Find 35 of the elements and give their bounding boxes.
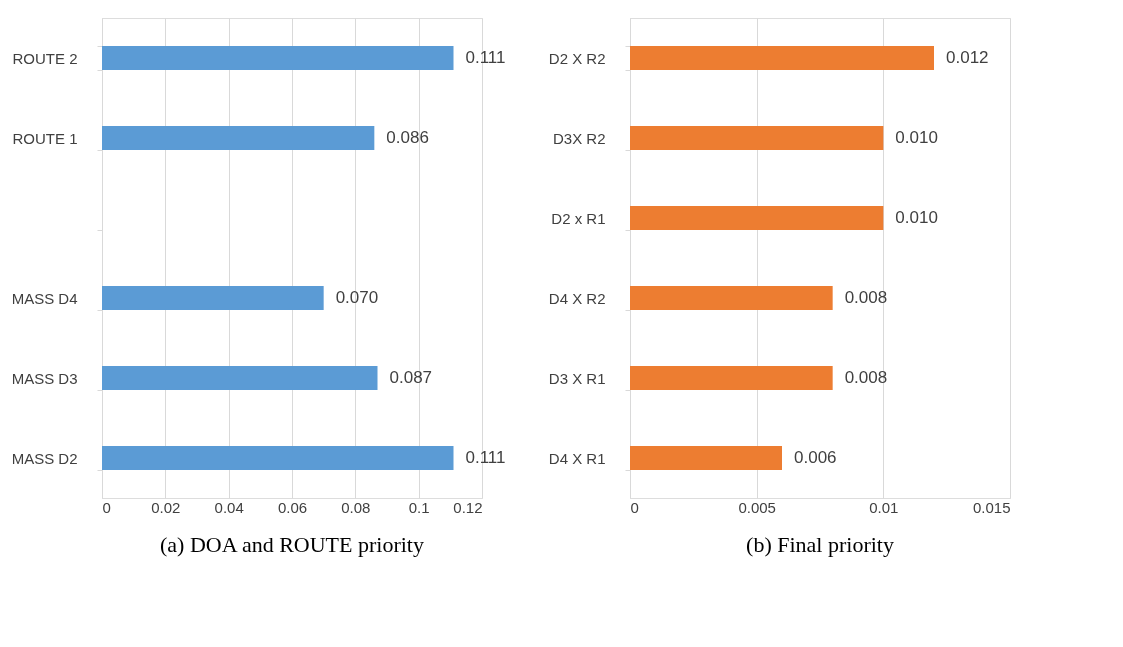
y-tick-label: D3 X R1 <box>548 369 606 387</box>
y-tick-label: ROUTE 1 <box>12 129 78 147</box>
y-tick-label: D2 X R2 <box>548 49 606 67</box>
x-tick-label: 0.015 <box>972 498 1011 516</box>
x-tick-label: 0.1 <box>408 498 430 516</box>
text: (b) Final priority <box>746 532 894 557</box>
data-label: 0.111 <box>465 448 506 467</box>
data-label: 0.012 <box>946 48 989 67</box>
y-tick-label: D2 x R1 <box>551 209 606 227</box>
x-tick-label: 0.12 <box>453 498 483 516</box>
data-label: 0.111 <box>465 48 506 67</box>
data-label: 0.086 <box>386 128 429 147</box>
data-label: 0.008 <box>844 288 888 307</box>
data-label: 0.006 <box>794 448 837 467</box>
data-label: 0.070 <box>335 288 379 307</box>
x-tick-label: 0.02 <box>151 498 181 516</box>
data-label: 0.010 <box>895 128 938 147</box>
data-label: 0.008 <box>844 368 888 387</box>
y-tick-label: MASS D2 <box>11 449 78 467</box>
data-label: 0.010 <box>895 208 938 227</box>
y-tick-label: MASS D3 <box>11 369 78 387</box>
x-tick-label: 0 <box>630 498 639 516</box>
y-tick-label: MASS D4 <box>11 289 78 307</box>
y-tick-label: D4 X R2 <box>548 289 606 307</box>
x-tick-label: 0 <box>102 498 111 516</box>
x-tick-label: 0.01 <box>869 498 899 516</box>
data-label: 0.087 <box>389 368 433 387</box>
text: (a) DOA and ROUTE priority <box>160 532 424 557</box>
y-tick-label: D4 X R1 <box>548 449 606 467</box>
x-tick-label: 0.06 <box>277 498 308 516</box>
y-tick-label: ROUTE 2 <box>12 49 78 67</box>
x-tick-label: 0.08 <box>341 498 371 516</box>
x-tick-label: 0.005 <box>738 498 776 516</box>
y-tick-label: D3X R2 <box>552 129 606 147</box>
x-tick-label: 0.04 <box>214 498 244 516</box>
